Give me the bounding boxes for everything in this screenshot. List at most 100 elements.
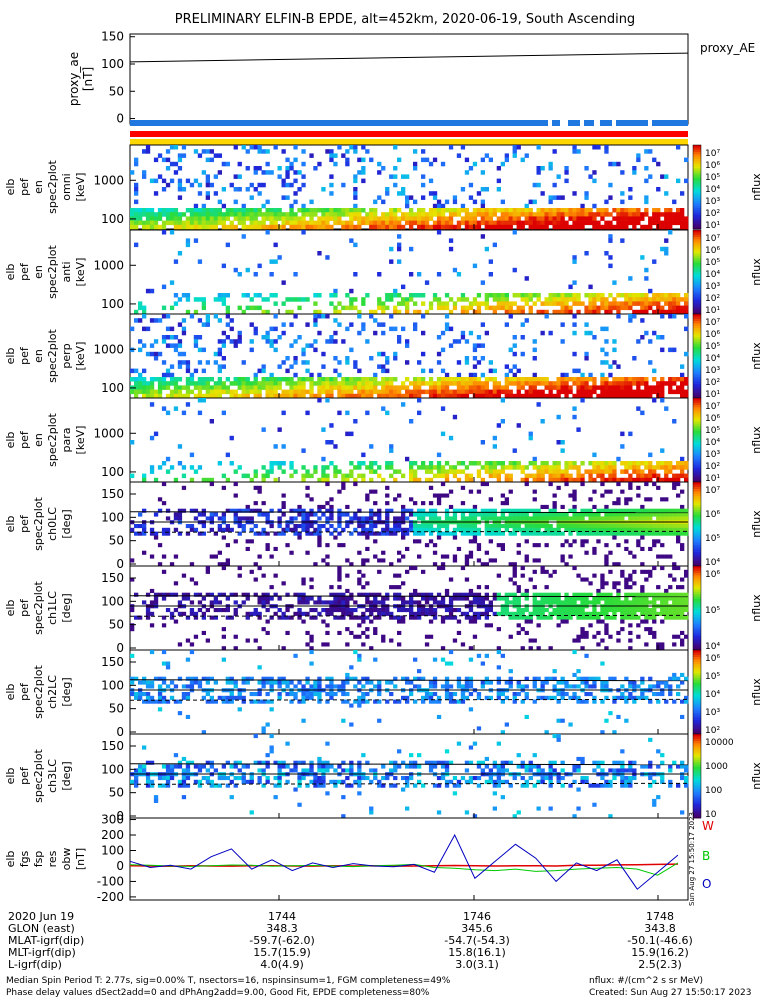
spectrogram-cell xyxy=(345,627,350,632)
spectrogram-cell xyxy=(329,208,334,213)
spectrogram-cell xyxy=(540,477,545,483)
spectrogram-cell xyxy=(165,216,171,221)
spectrogram-cell xyxy=(636,297,641,302)
spectrogram-cell xyxy=(616,212,621,217)
spectrogram-cell xyxy=(201,596,206,601)
spectrogram-cell xyxy=(397,242,402,248)
spectrogram-cell xyxy=(261,182,266,188)
spectrogram-cell xyxy=(532,372,537,378)
colorbar-segment xyxy=(693,246,701,249)
spectrogram-cell xyxy=(173,381,179,386)
spectrogram-cell xyxy=(265,224,270,230)
spectrogram-cell xyxy=(165,456,171,462)
spectrogram-cell xyxy=(401,581,406,586)
spectrogram-cell xyxy=(241,516,246,521)
spectrogram-cell xyxy=(413,309,418,315)
spectrogram-cell xyxy=(369,314,374,319)
spectrogram-cell xyxy=(201,149,206,154)
loss-cone-line xyxy=(129,595,689,598)
spectrogram-cell xyxy=(512,145,517,150)
spectrogram-cell xyxy=(329,212,334,217)
spectrogram-cell xyxy=(353,615,358,620)
spectrogram-cell xyxy=(672,293,677,298)
spectrogram-cell xyxy=(616,377,621,382)
colorbar-segment xyxy=(693,356,701,359)
spectrogram-cell xyxy=(596,461,601,466)
spectrogram-cell xyxy=(496,305,501,311)
spectrogram-cell xyxy=(548,615,553,620)
spectrogram-cell xyxy=(349,377,354,382)
spectrogram-cell xyxy=(313,322,318,327)
y-axis-label: en xyxy=(32,349,45,363)
spectrogram-cell xyxy=(564,372,569,378)
spectrogram-cell xyxy=(640,473,645,479)
spectrogram-cell xyxy=(145,381,151,386)
spectrogram-cell xyxy=(548,516,553,521)
colorbar-segment xyxy=(693,496,701,499)
spectrogram-cell xyxy=(508,208,513,213)
spectrogram-cell xyxy=(540,566,545,571)
spectrogram-cell xyxy=(417,554,422,559)
spectrogram-cell xyxy=(472,377,478,382)
spectrogram-cell xyxy=(365,393,370,399)
spectrogram-cell xyxy=(552,512,557,517)
spectrogram-cell xyxy=(672,473,677,479)
spectrogram-cell xyxy=(329,592,334,597)
spectrogram-cell xyxy=(676,539,681,544)
spectrogram-cell xyxy=(424,512,430,517)
spectrogram-cell xyxy=(572,592,577,597)
spectrogram-cell xyxy=(548,199,553,205)
spectrogram-cell xyxy=(572,351,577,357)
spectrogram-cell xyxy=(540,419,545,424)
spectrogram-cell xyxy=(676,527,681,532)
colorbar-segment xyxy=(693,205,701,209)
spectrogram-cell xyxy=(548,527,553,532)
spectrogram-cell xyxy=(484,301,489,306)
spectrogram-cell xyxy=(652,330,657,336)
spectrogram-cell xyxy=(269,524,274,529)
spectrogram-cell xyxy=(588,592,593,597)
spectrogram-cell xyxy=(596,592,601,597)
spectrogram-cell xyxy=(552,208,557,213)
spectrogram-cell xyxy=(325,149,330,154)
spectrogram-cell xyxy=(604,630,609,635)
spectrogram-cell xyxy=(512,596,517,601)
spectrogram-cell xyxy=(405,546,410,551)
spectrogram-cell xyxy=(345,611,350,616)
spectrogram-cell xyxy=(281,393,286,399)
spectrogram-cell xyxy=(321,524,326,529)
spectrogram-cell xyxy=(660,314,665,319)
spectrogram-cell xyxy=(381,199,386,205)
spectrogram-cell xyxy=(253,577,258,582)
spectrogram-cell xyxy=(480,512,485,517)
spectrogram-cell xyxy=(628,497,633,502)
spectrogram-cell xyxy=(652,608,657,613)
spectrogram-cell xyxy=(197,377,203,382)
spectrogram-cell xyxy=(197,381,203,386)
spectrogram-cell xyxy=(460,208,466,213)
spectrogram-cell xyxy=(297,381,302,386)
spectrogram-cell xyxy=(134,381,139,386)
spectrogram-cell xyxy=(381,600,386,605)
spectrogram-cell xyxy=(221,385,226,390)
spectrogram-cell xyxy=(229,508,234,513)
spectrogram-cell xyxy=(233,646,238,651)
spectrogram-cell xyxy=(512,465,517,470)
spectrogram-cell xyxy=(405,600,410,605)
spectrogram-cell xyxy=(568,224,573,230)
spectrogram-cell xyxy=(496,220,501,226)
spectrogram-cell xyxy=(361,385,366,390)
spectrogram-cell xyxy=(361,477,366,483)
spectrogram-cell xyxy=(632,465,637,470)
spectrogram-cell xyxy=(253,501,258,506)
spectrogram-cell xyxy=(500,161,505,167)
spectrogram-cell xyxy=(640,293,645,298)
spectrogram-cell xyxy=(389,585,394,590)
spectrogram-cell xyxy=(560,554,565,559)
spectrogram-cell xyxy=(548,592,553,597)
spectrogram-cell xyxy=(604,199,609,205)
spectrogram-cell xyxy=(520,627,525,632)
spectrogram-cell xyxy=(672,347,677,353)
spectrogram-cell xyxy=(237,508,242,513)
